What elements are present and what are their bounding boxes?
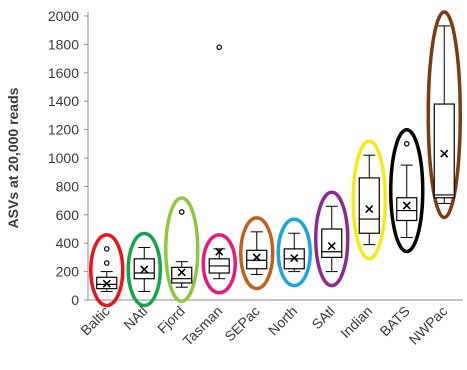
category-ellipse-satl [314, 190, 350, 288]
mean-marker [440, 149, 449, 158]
category-ellipse-bats [389, 128, 425, 254]
y-tick-labels: 0 200 400 600 800 1000 1200 1400 1600 1800 2000 [48, 8, 88, 308]
category-label-indian: Indian [337, 303, 375, 341]
box-north [283, 232, 305, 273]
category-ellipse-north [276, 217, 312, 288]
category-ellipse-sepac [239, 216, 275, 291]
mean-marker [327, 241, 336, 251]
y-tick-label: 0 [71, 292, 79, 308]
y-tick-label: 1400 [48, 93, 79, 109]
box-nwpac [433, 25, 455, 204]
axes [87, 12, 463, 301]
box-indian [358, 154, 380, 246]
y-tick-label: 800 [56, 178, 80, 194]
category-ellipses [89, 10, 462, 308]
mean-marker [290, 254, 299, 263]
outlier-point [103, 260, 110, 266]
y-tick-label: 1000 [48, 150, 79, 166]
box-iqr [358, 177, 380, 234]
category-label-tasman: Tasman [179, 303, 225, 349]
box-natl [133, 246, 155, 292]
y-tick-label: 1600 [48, 65, 79, 81]
category-ellipse-fjord [164, 196, 200, 303]
category-ellipse-natl [126, 231, 162, 308]
category-ellipse-nwpac [426, 10, 462, 220]
category-label-fjord: Fjord [154, 303, 188, 337]
mean-marker [215, 247, 224, 256]
category-ellipse-indian [351, 139, 387, 261]
y-tick-label: 600 [56, 207, 80, 223]
outlier-point [216, 44, 223, 51]
category-label-north: North [265, 303, 301, 339]
outlier-point [103, 246, 110, 252]
box-iqr [396, 197, 418, 222]
boxes [96, 25, 455, 292]
category-ellipse-tasman [201, 233, 237, 295]
box-bats [396, 141, 418, 239]
box-sepac [246, 231, 268, 275]
category-label-nwpac: NWPac [406, 303, 451, 348]
category-label-baltic: Baltic [77, 303, 113, 339]
box-satl [321, 205, 343, 273]
box-iqr [171, 266, 193, 284]
box-iqr [246, 249, 268, 270]
mean-marker [177, 268, 186, 277]
y-axis-label: ASVs at 20,000 reads [5, 87, 21, 228]
mean-marker [102, 279, 111, 288]
box-fjord [171, 209, 193, 288]
category-label-sepac: SEPac [221, 303, 263, 345]
y-tick-label: 1200 [48, 122, 79, 138]
category-label-satl: SAtl [308, 303, 337, 332]
box-tasman [208, 44, 230, 280]
box-iqr [433, 103, 455, 199]
category-label-natl: NAtl [120, 303, 150, 333]
mean-marker [140, 265, 149, 274]
outlier-point [403, 141, 410, 147]
outlier-point [178, 209, 185, 215]
y-tick-label: 400 [56, 235, 80, 251]
y-tick-label: 200 [56, 264, 80, 280]
mean-marker [252, 253, 261, 262]
y-tick-label: 1800 [48, 36, 79, 52]
mean-marker [365, 205, 374, 214]
box-baltic [96, 246, 118, 292]
y-tick-label: 2000 [48, 8, 79, 24]
mean-marker [402, 201, 411, 210]
box-iqr [321, 228, 343, 258]
category-ellipse-baltic [89, 233, 125, 308]
